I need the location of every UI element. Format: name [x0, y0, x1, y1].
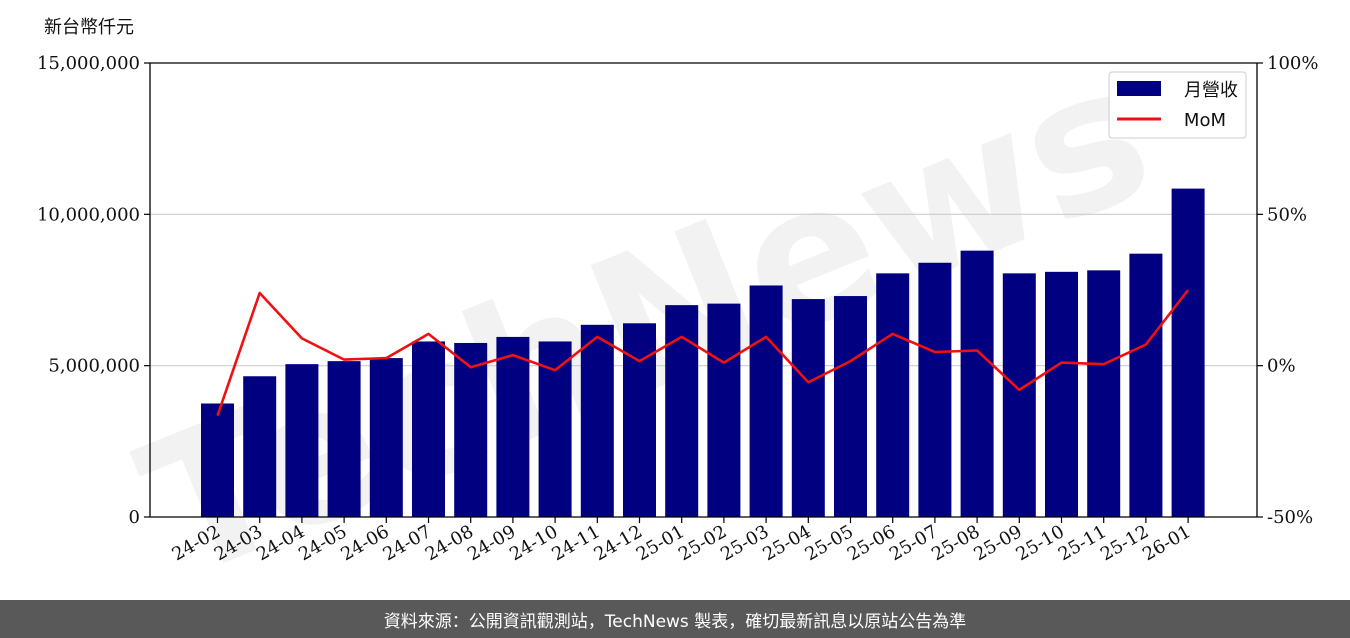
bar-25-02	[707, 303, 741, 517]
y-right-tick-label: 100%	[1267, 53, 1318, 74]
y-axis-unit-label: 新台幣仟元	[44, 17, 134, 38]
bar-25-11	[1087, 270, 1121, 517]
bar-24-05	[327, 361, 361, 517]
revenue-chart: TechNews 24-0224-0324-0424-0524-0624-072…	[37, 17, 1319, 600]
y-left-tick-label: 5,000,000	[48, 356, 140, 377]
y-left-tick-label: 15,000,000	[37, 53, 140, 74]
bar-25-09	[1002, 273, 1036, 517]
bar-25-12	[1129, 253, 1163, 517]
y-axis-left: 0 5,000,000 10,000,000 15,000,000	[37, 53, 150, 528]
bar-24-03	[243, 376, 277, 517]
bar-25-05	[834, 296, 867, 517]
bar-series	[201, 188, 1205, 518]
source-footer: 資料來源：公開資訊觀測站，TechNews 製表，確切最新訊息以原站公告為準	[0, 600, 1350, 638]
bar-25-03	[749, 285, 783, 517]
legend-label-revenue: 月營收	[1184, 80, 1238, 101]
y-right-tick-label: -50%	[1267, 507, 1313, 528]
bar-25-07	[918, 262, 952, 517]
y-left-tick-label: 10,000,000	[37, 204, 140, 225]
bar-24-08	[454, 342, 488, 517]
y-axis-right: -50% 0% 50% 100%	[1257, 53, 1318, 528]
bar-25-08	[960, 250, 994, 518]
legend-swatch-bar	[1117, 81, 1161, 96]
mom-line	[216, 289, 1190, 417]
bar-25-01	[665, 305, 699, 517]
footer-text: 資料來源：公開資訊觀測站，TechNews 製表，確切最新訊息以原站公告為準	[383, 611, 967, 632]
bar-24-12	[623, 323, 656, 517]
bar-24-10	[538, 341, 572, 517]
bar-24-07	[412, 341, 445, 517]
y-right-tick-label: 0%	[1267, 356, 1296, 377]
bar-24-09	[496, 336, 530, 517]
bar-25-06	[876, 273, 910, 517]
mom-line-series	[216, 289, 1190, 417]
bar-24-02	[201, 403, 234, 517]
bar-24-11	[580, 324, 614, 517]
x-tick-label: 26-01	[1139, 521, 1194, 565]
bar-26-01	[1171, 188, 1205, 517]
bar-24-06	[369, 358, 403, 517]
bar-25-04	[791, 299, 825, 517]
y-right-tick-label: 50%	[1267, 204, 1307, 225]
y-left-tick-label: 0	[129, 507, 140, 528]
chart-axes	[149, 62, 1258, 518]
legend-label-mom: MoM	[1184, 110, 1226, 131]
bar-24-04	[285, 364, 319, 517]
chart-legend: 月營收 MoM	[1108, 71, 1247, 139]
bar-25-10	[1045, 271, 1078, 517]
